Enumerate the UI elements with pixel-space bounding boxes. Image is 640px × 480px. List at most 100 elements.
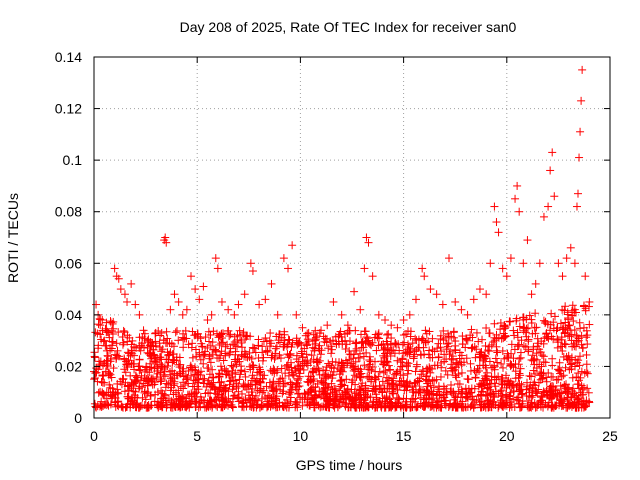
dense-band-point xyxy=(184,366,193,375)
dense-band-point xyxy=(192,370,201,379)
dense-band-point xyxy=(346,361,355,370)
dense-band-point xyxy=(247,354,256,363)
dense-band-point xyxy=(487,372,496,381)
data-point xyxy=(337,310,346,319)
dense-band-point xyxy=(583,340,592,349)
dense-band-point xyxy=(402,394,411,403)
dense-band-point xyxy=(205,370,214,379)
dense-band-point xyxy=(327,345,336,354)
dense-band-point xyxy=(127,397,136,406)
dense-band-point xyxy=(211,395,220,404)
dense-band-point xyxy=(462,389,471,398)
dense-band-point xyxy=(145,377,154,386)
dense-band-point xyxy=(451,399,460,408)
dense-band-point xyxy=(384,403,393,412)
dense-band-point xyxy=(181,326,190,335)
dense-band-point xyxy=(149,350,158,359)
dense-band-point xyxy=(434,403,443,412)
dense-band-point xyxy=(349,354,358,363)
dense-band-point xyxy=(291,397,300,406)
dense-band-point xyxy=(163,334,172,343)
dense-band-point xyxy=(348,376,357,385)
dense-band-point xyxy=(165,367,174,376)
dense-band-point xyxy=(517,403,526,412)
dense-band-point xyxy=(380,384,389,393)
dense-band-point xyxy=(331,358,340,367)
data-point xyxy=(279,254,288,263)
dense-band-point xyxy=(392,380,401,389)
dense-band-point xyxy=(345,337,354,346)
dense-band-point xyxy=(135,355,144,364)
dense-band-point xyxy=(548,402,557,411)
dense-band-point xyxy=(335,386,344,395)
dense-band-point xyxy=(585,320,594,329)
data-point xyxy=(304,328,313,337)
dense-band-point xyxy=(109,388,118,397)
dense-band-point xyxy=(271,403,280,412)
dense-band-point xyxy=(124,392,133,401)
dense-band-point xyxy=(563,393,572,402)
dense-band-point xyxy=(515,354,524,363)
dense-band-point xyxy=(582,360,591,369)
dense-band-point xyxy=(523,401,532,410)
data-point xyxy=(114,274,123,283)
data-point xyxy=(123,297,132,306)
dense-band-point xyxy=(268,387,277,396)
dense-band-point xyxy=(213,353,222,362)
axis-ticks xyxy=(93,56,611,419)
dense-band-point xyxy=(453,379,462,388)
dense-band-point xyxy=(277,364,286,373)
dense-band-point xyxy=(130,359,139,368)
data-point xyxy=(411,295,420,304)
data-point xyxy=(292,310,301,319)
data-point xyxy=(191,285,200,294)
dense-band-point xyxy=(565,332,574,341)
dense-band-point xyxy=(205,354,214,363)
dense-band-point xyxy=(375,367,384,376)
dense-band-point xyxy=(162,355,171,364)
data-point xyxy=(230,310,239,319)
dense-band-point xyxy=(518,389,527,398)
dense-band-point xyxy=(453,359,462,368)
dense-band-point xyxy=(252,380,261,389)
dense-band-point xyxy=(94,320,103,329)
dense-band-point xyxy=(226,344,235,353)
dense-band-point xyxy=(542,377,551,386)
dense-band-point xyxy=(202,402,211,411)
dense-band-point xyxy=(279,403,288,412)
dense-band-point xyxy=(340,387,349,396)
dense-band-point xyxy=(577,331,586,340)
dense-band-point xyxy=(120,365,129,374)
dense-band-point xyxy=(382,373,391,382)
dense-band-point xyxy=(415,388,424,397)
dense-band-point xyxy=(208,365,217,374)
dense-band-point xyxy=(284,335,293,344)
x-tick-label: 5 xyxy=(193,428,201,444)
dense-band-point xyxy=(123,402,132,411)
dense-band-point xyxy=(218,400,227,409)
dense-band-point xyxy=(475,352,484,361)
dense-band-point xyxy=(357,343,366,352)
dense-band-point xyxy=(411,367,420,376)
dense-band-point xyxy=(276,354,285,363)
y-axis-title: ROTI / TECUs xyxy=(5,193,21,283)
dense-band-point xyxy=(91,402,100,411)
dense-band-point xyxy=(378,394,387,403)
data-point xyxy=(445,254,454,263)
dense-band-point xyxy=(372,346,381,355)
data-point xyxy=(469,295,478,304)
data-point xyxy=(387,321,396,330)
dense-band-point xyxy=(135,362,144,371)
dense-band-point xyxy=(114,328,123,337)
y-axis-tick-labels: 0 0.02 0.04 0.06 0.08 0.1 0.12 0.14 xyxy=(55,49,82,426)
dense-band-point xyxy=(575,397,584,406)
data-point xyxy=(166,305,175,314)
dense-band-point xyxy=(434,382,443,391)
data-point xyxy=(494,228,503,237)
dense-band-point xyxy=(209,373,218,382)
dense-band-point xyxy=(153,353,162,362)
dense-band-point xyxy=(338,380,347,389)
dense-band-point xyxy=(542,373,551,382)
dense-band-point xyxy=(561,363,570,372)
dense-band-point xyxy=(174,394,183,403)
